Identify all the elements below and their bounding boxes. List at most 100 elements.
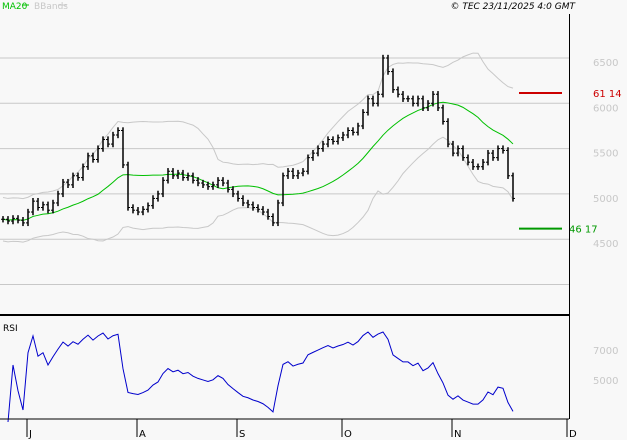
rsi-label: RSI <box>3 324 18 334</box>
ohlc-bar <box>76 172 80 181</box>
ohlc-bar <box>486 149 490 166</box>
ohlc-bar <box>421 95 425 112</box>
ohlc-bar <box>451 140 455 157</box>
ohlc-bar <box>446 118 450 148</box>
ohlc-bar <box>271 213 275 227</box>
ohlc-bar <box>61 178 65 198</box>
ohlc-bar <box>506 147 510 179</box>
ohlc-bar <box>411 95 415 107</box>
ohlc-bar <box>286 168 290 179</box>
ohlc-bar <box>36 197 40 211</box>
ohlc-bar <box>436 91 440 112</box>
ohlc-bar <box>181 169 185 181</box>
rsi-tick-label: 5000 <box>593 376 618 387</box>
ohlc-bar <box>136 207 140 216</box>
ohlc-bar <box>301 168 305 177</box>
ohlc-bar <box>146 202 150 213</box>
price-bars <box>1 54 515 227</box>
ohlc-bar <box>96 145 100 163</box>
ohlc-bar <box>431 91 435 107</box>
ohlc-bar <box>266 208 270 220</box>
copyright-text: © TEC 23/11/2025 4:0 GMT <box>450 2 576 12</box>
ohlc-bar <box>161 177 165 198</box>
rsi-line <box>7 331 514 423</box>
rsi-tick-label: 7000 <box>593 346 618 357</box>
ohlc-bar <box>336 134 340 145</box>
ohlc-bar <box>46 201 50 214</box>
x-tick-label: D <box>569 429 577 440</box>
support-label: 46 17 <box>569 225 598 236</box>
ohlc-bar <box>386 54 390 75</box>
ohlc-bar <box>496 145 500 161</box>
ohlc-bar <box>246 199 250 208</box>
ohlc-bar <box>91 152 95 163</box>
ohlc-bar <box>256 204 260 213</box>
ohlc-bar <box>141 206 145 216</box>
ohlc-bar <box>226 179 230 193</box>
ohlc-bar <box>491 149 495 161</box>
ohlc-bar <box>281 172 285 207</box>
ohlc-bar <box>126 161 130 211</box>
ohlc-bar <box>81 163 85 181</box>
ohlc-bar <box>461 145 465 161</box>
ma20-line <box>2 101 514 221</box>
ohlc-bar <box>21 217 25 227</box>
ohlc-bar <box>66 178 70 189</box>
ohlc-bar <box>371 95 375 107</box>
ohlc-bar <box>316 145 320 157</box>
ohlc-bar <box>116 127 120 139</box>
ohlc-bar <box>466 154 470 166</box>
ohlc-bar <box>186 172 190 181</box>
ohlc-bar <box>6 216 10 225</box>
ohlc-bar <box>196 177 200 187</box>
ma20-line <box>2 101 514 221</box>
ohlc-bar <box>331 136 335 145</box>
ohlc-bar <box>221 177 225 187</box>
y-tick-label: 6000 <box>593 103 618 114</box>
ohlc-bar <box>406 95 410 102</box>
ohlc-bar <box>476 163 480 170</box>
ohlc-bar <box>156 190 160 202</box>
ohlc-bar <box>71 172 75 189</box>
ohlc-bar <box>241 195 245 207</box>
ohlc-bar <box>366 95 370 116</box>
ohlc-bar <box>31 197 35 216</box>
bb-upper-line <box>2 52 514 200</box>
ohlc-bar <box>471 159 475 170</box>
x-tick-label: O <box>344 429 352 440</box>
ohlc-bar <box>236 190 240 202</box>
y-tick-label: 5000 <box>593 194 618 205</box>
ohlc-bar <box>1 216 5 223</box>
ohlc-bar <box>26 208 30 227</box>
ohlc-bar <box>396 86 400 98</box>
ohlc-bar <box>341 131 345 141</box>
ohlc-bar <box>101 136 105 152</box>
ohlc-bar <box>11 215 15 225</box>
x-tick-label: J <box>28 429 32 440</box>
ohlc-bar <box>426 100 430 112</box>
ohlc-bar <box>231 186 235 198</box>
ohlc-bar <box>171 168 175 179</box>
legend-bbands: BBands <box>34 2 68 12</box>
ohlc-bar <box>401 91 405 102</box>
rsi-panel: 7000 5000 <box>7 331 618 423</box>
ohlc-bar <box>311 149 315 161</box>
ohlc-bar <box>106 136 110 148</box>
ohlc-bar <box>306 154 310 175</box>
ohlc-bar <box>41 201 45 211</box>
ohlc-bar <box>166 168 170 184</box>
y-tick-label: 6500 <box>593 58 618 69</box>
ohlc-bar <box>381 54 385 98</box>
ohlc-bar <box>201 179 205 189</box>
x-tick-label: A <box>139 429 146 440</box>
y-tick-label: 5500 <box>593 149 618 160</box>
price-grid: 6500 6000 5500 5000 4500 <box>0 57 618 285</box>
ohlc-bar <box>16 215 20 224</box>
ohlc-bar <box>86 152 90 170</box>
ohlc-bar <box>261 206 265 216</box>
ohlc-bar <box>481 159 485 170</box>
ohlc-bar <box>391 68 395 93</box>
